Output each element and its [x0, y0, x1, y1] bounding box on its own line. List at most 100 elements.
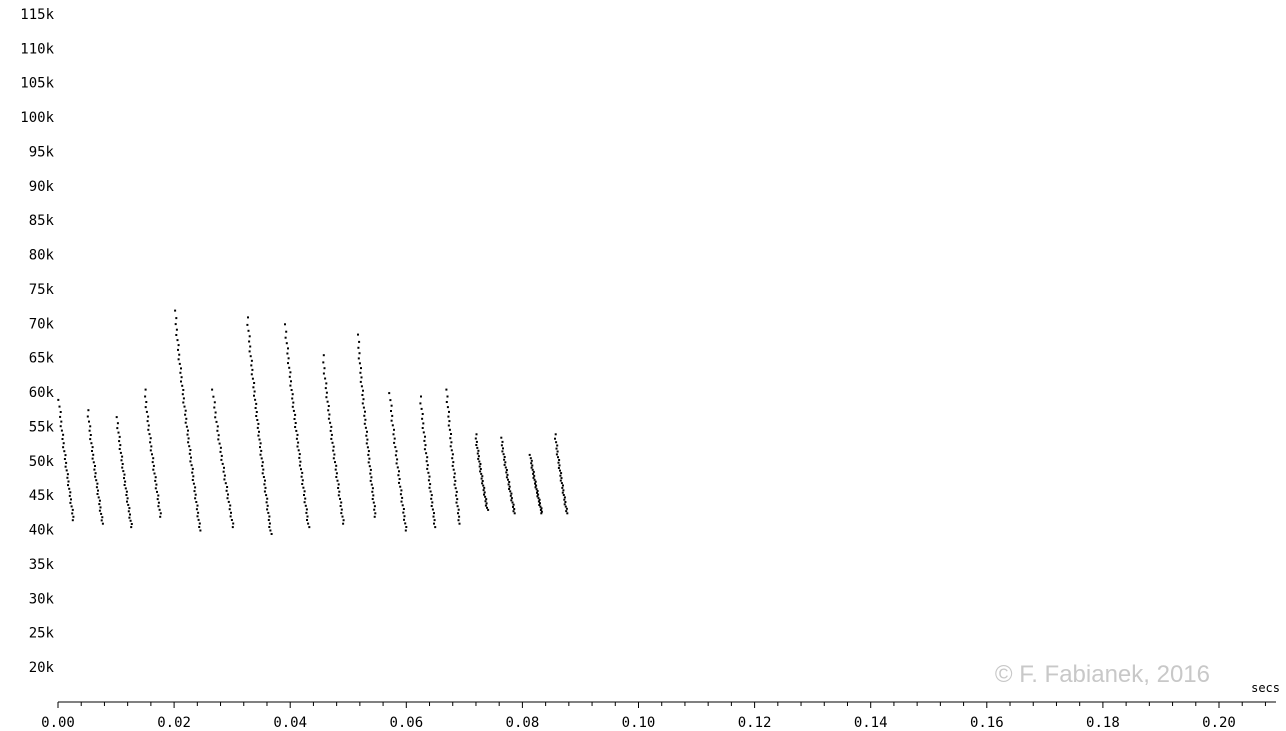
data-point — [564, 501, 567, 503]
copyright-notice: © F. Fabianek, 2016 — [995, 661, 1210, 688]
y-tick-label: 115k — [20, 7, 54, 23]
data-point — [251, 377, 254, 380]
data-point — [421, 417, 424, 420]
data-point — [433, 522, 435, 525]
data-point — [116, 422, 119, 425]
data-point — [129, 519, 132, 522]
data-point — [59, 411, 62, 413]
data-point — [62, 442, 65, 445]
data-point — [427, 479, 430, 482]
data-point — [93, 468, 96, 471]
data-point — [182, 389, 185, 391]
data-point — [268, 526, 271, 528]
data-point — [268, 522, 271, 525]
data-point — [284, 336, 287, 339]
data-point — [360, 376, 363, 379]
data-point — [259, 453, 262, 456]
y-tick-label: 50k — [29, 454, 55, 470]
data-point — [562, 494, 565, 496]
data-point — [289, 384, 292, 387]
data-point — [337, 483, 340, 486]
data-point — [556, 450, 559, 453]
data-point — [531, 468, 534, 471]
data-point — [530, 459, 533, 462]
data-point — [255, 402, 258, 405]
data-point — [363, 414, 366, 417]
data-point — [540, 507, 543, 510]
data-point — [367, 450, 370, 453]
data-point — [396, 458, 399, 461]
data-point — [502, 453, 505, 456]
data-point — [187, 429, 189, 432]
data-point — [372, 501, 375, 504]
data-point — [447, 415, 450, 418]
data-point — [363, 422, 366, 425]
data-point — [475, 440, 478, 443]
data-point — [184, 409, 187, 412]
data-point — [291, 405, 294, 408]
data-point — [334, 468, 337, 471]
data-point — [364, 418, 367, 421]
data-point — [91, 450, 93, 452]
data-point — [327, 409, 330, 412]
data-point — [404, 522, 407, 525]
data-point — [124, 480, 127, 483]
data-point — [401, 504, 404, 507]
data-point — [261, 461, 264, 464]
data-point — [454, 479, 457, 482]
data-point — [565, 510, 568, 513]
data-point — [358, 352, 361, 355]
data-point — [99, 506, 102, 509]
data-point — [371, 487, 374, 490]
data-point — [69, 491, 72, 494]
y-tick-label: 110k — [20, 41, 54, 57]
data-point — [130, 526, 133, 529]
data-point — [398, 470, 400, 473]
data-point — [121, 455, 124, 458]
data-point — [156, 498, 159, 501]
data-point — [257, 422, 260, 425]
data-point — [180, 376, 183, 379]
data-point — [359, 380, 362, 383]
data-point — [124, 487, 127, 490]
data-point — [191, 467, 194, 470]
data-point — [425, 452, 428, 455]
data-point — [122, 470, 125, 473]
data-point — [70, 505, 73, 508]
data-point — [508, 481, 511, 483]
y-tick-label: 105k — [20, 76, 54, 92]
data-point — [301, 483, 304, 485]
data-point — [250, 364, 253, 367]
data-point — [228, 508, 231, 511]
data-point — [147, 415, 150, 418]
x-tick-label: 0.20 — [1202, 715, 1236, 731]
data-point — [265, 501, 268, 504]
data-point — [450, 449, 453, 452]
data-point — [68, 487, 71, 490]
data-point — [175, 317, 178, 320]
data-point — [563, 498, 566, 501]
data-point — [260, 457, 263, 460]
data-point — [120, 459, 123, 462]
data-point — [154, 487, 157, 490]
data-point — [479, 470, 482, 473]
data-point — [263, 490, 266, 493]
data-point — [510, 497, 513, 500]
data-point — [177, 358, 180, 361]
data-point — [451, 464, 454, 467]
data-point — [118, 448, 121, 450]
data-point — [505, 469, 508, 471]
data-point — [91, 457, 94, 460]
data-point — [487, 508, 490, 511]
data-point — [128, 516, 131, 519]
data-point — [478, 465, 481, 468]
data-point — [253, 394, 255, 397]
data-point — [357, 333, 359, 336]
data-point — [484, 495, 487, 498]
data-point — [403, 515, 406, 518]
data-point — [405, 526, 408, 528]
data-point — [332, 449, 335, 452]
data-point — [256, 426, 259, 429]
x-tick-label: 0.18 — [1086, 715, 1120, 731]
data-point — [452, 468, 455, 471]
